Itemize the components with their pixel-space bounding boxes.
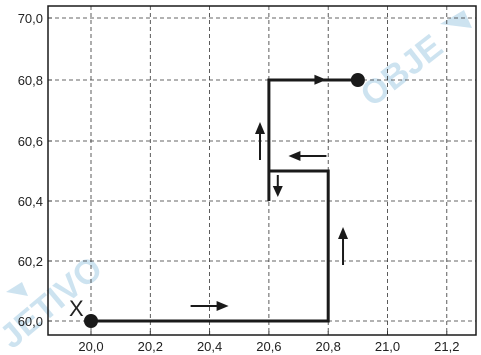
x-tick-label: 20,6 bbox=[256, 339, 281, 354]
direction-arrow-right bbox=[288, 74, 327, 85]
watermark-text: OBJE bbox=[354, 27, 450, 114]
point-markers: X bbox=[69, 73, 365, 328]
start-point-marker bbox=[84, 314, 98, 328]
direction-arrow-up bbox=[255, 122, 266, 160]
y-tick-label: 60,4 bbox=[18, 194, 43, 209]
arrow-head-icon bbox=[338, 227, 349, 239]
direction-arrow-left bbox=[288, 151, 327, 161]
y-tick-label: 60,8 bbox=[18, 73, 43, 88]
watermark-logo-icon bbox=[6, 282, 28, 296]
x-tick-label: 21,2 bbox=[434, 339, 459, 354]
direction-arrow-right bbox=[190, 301, 229, 311]
arrow-head-icon bbox=[216, 301, 229, 311]
arrow-head-icon bbox=[255, 122, 266, 134]
arrow-head-icon bbox=[314, 74, 327, 85]
watermark-logo-icon bbox=[440, 10, 472, 28]
x-tick-label: 20,2 bbox=[138, 339, 163, 354]
arrow-head-icon bbox=[272, 186, 283, 197]
plot-frame bbox=[47, 5, 477, 336]
end-point-marker bbox=[350, 73, 365, 87]
y-tick-label: 70,0 bbox=[18, 11, 43, 26]
x-tick-label: 20,0 bbox=[78, 339, 103, 354]
start-label: X bbox=[69, 296, 84, 321]
path-line bbox=[91, 78, 358, 323]
direction-arrow-up bbox=[338, 227, 349, 265]
direction-arrows bbox=[190, 74, 349, 311]
y-tick-label: 60,6 bbox=[18, 134, 43, 149]
x-tick-label: 20,8 bbox=[316, 339, 341, 354]
x-tick-labels: 20,0 20,2 20,4 20,6 20,8 21,0 21,2 bbox=[78, 339, 459, 354]
y-tick-label: 60,0 bbox=[18, 314, 43, 329]
y-tick-labels: 60,0 60,2 60,4 60,6 60,8 70,0 bbox=[18, 11, 43, 329]
x-tick-label: 20,4 bbox=[197, 339, 222, 354]
y-tick-label: 60,2 bbox=[18, 254, 43, 269]
direction-arrow-down bbox=[272, 175, 283, 197]
path-series bbox=[91, 78, 358, 323]
x-tick-label: 21,0 bbox=[375, 339, 400, 354]
arrow-head-icon bbox=[288, 151, 301, 161]
